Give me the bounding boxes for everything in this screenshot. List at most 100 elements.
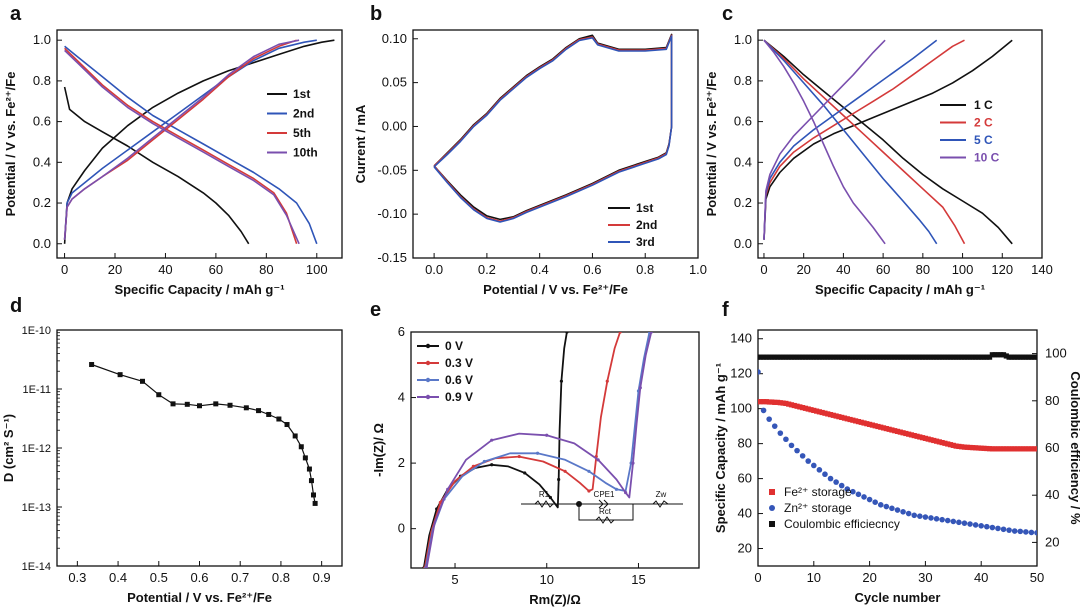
panel-f-data-point: [1003, 446, 1009, 452]
panel-f-data-point: [953, 354, 959, 360]
circuit-resistor-rct: [595, 516, 615, 524]
panel-f-data-point: [905, 510, 912, 517]
panel-f-data-point: [894, 354, 901, 360]
panel-a-legend-label: 5th: [293, 126, 311, 140]
circuit-label: R1: [539, 490, 550, 499]
panel-f-data-point: [942, 440, 948, 446]
panel-f-data-point: [850, 488, 856, 495]
panel-f-y2-tick-label: 40: [1045, 487, 1059, 502]
panel-f-data-point: [805, 406, 811, 412]
panel-f-data-point: [973, 445, 979, 451]
panel-c-series-line: [763, 39, 886, 240]
panel-f-data-point: [777, 354, 783, 360]
panel-f-data-point: [933, 354, 940, 360]
panel-f-data-point: [950, 518, 957, 525]
panel-e-plot-frame: [410, 331, 700, 569]
panel-d-x-axis-label: Potential / V vs. Fe²⁺/Fe: [127, 590, 272, 605]
panel-f-data-point: [917, 513, 923, 519]
panel-e-data-point: [618, 332, 622, 334]
panel-c-series-line: [763, 39, 938, 240]
panel-e-circuit-inset: R1 CPE1 Rct Zw: [521, 490, 683, 524]
panel-f-legend-label: Zn²⁺ storage: [784, 501, 852, 515]
panel-f-data-point: [1034, 446, 1037, 452]
panel-f-data-point: [858, 419, 864, 425]
panel-f-data-point: [771, 423, 778, 429]
panel-f-data-point: [961, 520, 968, 526]
panel-c-x-tick-label: 40: [836, 262, 850, 277]
panel-f-data-point: [833, 354, 839, 360]
panel-f-data-point: [1000, 352, 1007, 358]
circuit-resistor-r1: [534, 500, 554, 508]
panel-f-data-point: [992, 352, 998, 358]
panel-f-data-point: [970, 354, 976, 360]
panel-f-data-point: [928, 515, 934, 521]
panel-f-data-point: [936, 354, 942, 360]
panel-f-data-point: [892, 428, 898, 434]
panel-f-data-point: [964, 444, 970, 450]
panel-a-x-tick-label: 100: [306, 262, 328, 277]
panel-c-x-tick-label: 60: [876, 262, 890, 277]
panel-f-y-tick-label: 40: [738, 506, 752, 521]
panel-e-data-point: [649, 332, 653, 334]
panel-f-data-point: [967, 521, 973, 527]
panel-f-data-point: [992, 446, 998, 452]
panel-f-data-point: [847, 354, 853, 360]
panel-f-data-point: [1006, 446, 1012, 452]
panel-c-y-axis-label: Potential / V vs. Fe²⁺/Fe: [704, 72, 719, 217]
panel-f-data-point: [869, 354, 875, 360]
panel-f-data-point: [816, 467, 823, 473]
panel-f-data-point: [1014, 354, 1021, 360]
panel-f-data-point: [786, 401, 792, 407]
panel-f-data-point: [967, 354, 973, 360]
panel-f-data-point: [791, 354, 797, 360]
panel-d-data-point: [308, 478, 314, 484]
panel-a-y-tick-label: 0.0: [33, 236, 51, 251]
panel-f-data-point: [850, 417, 856, 423]
panel-f-legend-label: Fe²⁺ storage: [784, 485, 852, 499]
panel-e-legend-label: 0.9 V: [445, 390, 473, 404]
panel-f-data-point: [950, 354, 956, 360]
panel-e-x-tick-label: 15: [631, 572, 645, 587]
panel-f-data-point: [875, 354, 881, 360]
panel-f-data-point: [797, 354, 803, 360]
panel-b-y-tick-label: -0.10: [377, 206, 407, 221]
panel-f-data-point: [794, 447, 800, 454]
panel-a-plot-frame: [56, 29, 343, 259]
panel-f-x-tick-label: 0: [754, 570, 761, 585]
panel-f-data-point: [799, 453, 806, 459]
panel-f-data-point: [945, 441, 951, 447]
panel-f-data-point: [886, 426, 892, 432]
panel-f-data-point: [984, 445, 990, 452]
panel-e-legend-label: 0 V: [445, 339, 463, 353]
panel-f-data-point: [861, 420, 867, 426]
panel-label-a: a: [10, 3, 22, 25]
panel-f-data-point: [989, 524, 996, 531]
panel-f-data-point: [866, 496, 873, 503]
panel-e-data-point: [557, 477, 561, 482]
panel-f-data-point: [1006, 527, 1012, 533]
panel-e-y-tick-label: 4: [398, 390, 405, 405]
panel-label-b: b: [370, 3, 382, 25]
panel-f-data-point: [900, 509, 906, 515]
panel-f-data-point: [894, 507, 901, 513]
panel-f-data-point: [811, 462, 817, 469]
circuit-cpe1: [598, 499, 604, 509]
panel-f-data-point: [861, 494, 867, 500]
panel-f-data-point: [777, 400, 783, 406]
panel-f-data-point: [906, 354, 912, 360]
panel-f-data-point: [998, 446, 1004, 452]
panel-e-data-point: [596, 458, 600, 462]
panel-e-y-tick-label: 2: [398, 455, 405, 470]
panel-f-data-point: [805, 458, 812, 464]
panel-f-data-point: [827, 354, 834, 360]
panel-f-data-point: [758, 369, 761, 375]
circuit-label: CPE1: [594, 490, 615, 499]
panel-a-y-tick-label: 1.0: [33, 32, 51, 47]
panel-f-data-point: [1000, 446, 1007, 452]
panel-d-data-point: [213, 401, 219, 407]
panel-e-data-point: [490, 438, 494, 442]
panel-f-data-point: [975, 445, 982, 451]
circuit-label: Rct: [599, 507, 612, 516]
panel-c-series-line: [763, 39, 938, 245]
